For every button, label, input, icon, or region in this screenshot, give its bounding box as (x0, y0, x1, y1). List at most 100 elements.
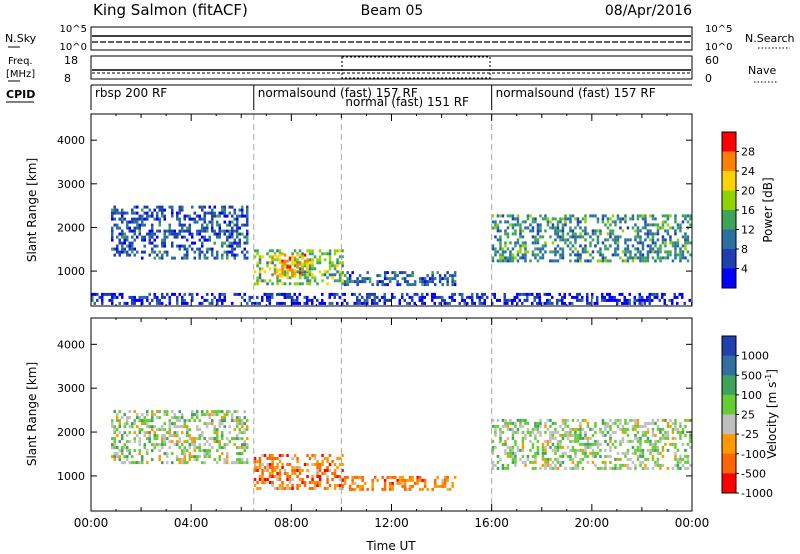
echo-cell (504, 232, 507, 236)
echo-cell (564, 223, 567, 227)
echo-cell (288, 258, 292, 262)
echo-cell (123, 446, 126, 450)
echo-cell (398, 283, 402, 287)
echo-cell (418, 487, 422, 491)
echo-cell (493, 295, 496, 299)
echo-cell (338, 457, 342, 460)
echo-cell (298, 262, 302, 266)
echo-cell (569, 214, 572, 218)
echo-cell (499, 256, 502, 260)
echo-cell (163, 434, 166, 438)
echo-cell (126, 440, 129, 444)
echo-cell (356, 475, 359, 479)
echo-cell (586, 454, 590, 458)
echo-cell (623, 295, 626, 299)
echo-cell (123, 235, 126, 239)
echo-cell (206, 238, 209, 242)
echo-cell (278, 469, 282, 472)
echo-cell (496, 223, 500, 227)
echo-cell (513, 295, 516, 299)
echo-cell (639, 445, 642, 449)
echo-cell (571, 460, 575, 464)
echo-cell (133, 238, 136, 242)
echo-cell (536, 295, 539, 299)
echo-cell (581, 250, 585, 254)
echo-cell (651, 238, 655, 242)
echo-cell (413, 481, 417, 485)
echo-cell (451, 484, 454, 488)
echo-cell (331, 273, 334, 277)
echo-cell (363, 280, 367, 284)
echo-cell (543, 301, 546, 305)
echo-cell (544, 244, 547, 248)
echo-cell (634, 253, 637, 257)
echo-cell (228, 235, 231, 239)
echo-cell (676, 460, 680, 464)
echo-cell (591, 292, 594, 296)
echo-cell (271, 472, 274, 475)
echo-cell (674, 445, 677, 449)
echo-cell (531, 454, 535, 458)
echo-cell (661, 226, 665, 230)
echo-cell (153, 443, 156, 447)
echo-cell (624, 418, 627, 422)
echo-cell (664, 238, 667, 242)
echo-cell (168, 298, 171, 302)
echo-cell (609, 232, 612, 236)
echo-cell (178, 410, 181, 414)
echo-cell (341, 292, 344, 296)
echo-cell (131, 217, 134, 221)
echo-cell (356, 295, 359, 299)
echo-cell (276, 466, 279, 469)
echo-cell (258, 258, 262, 262)
echo-cell (241, 205, 244, 209)
echo-cell (268, 255, 272, 259)
echo-cell (453, 274, 457, 278)
echo-cell (183, 253, 186, 257)
echo-cell (531, 220, 535, 224)
echo-cell (503, 292, 506, 296)
echo-cell (373, 298, 376, 302)
echo-cell (321, 472, 324, 475)
echo-cell (568, 301, 571, 305)
echo-cell (584, 436, 587, 440)
echo-cell (428, 280, 432, 284)
echo-cell (266, 466, 269, 469)
echo-cell (554, 451, 557, 455)
echo-cell (311, 252, 314, 256)
echo-cell (551, 460, 555, 464)
echo-cell (218, 211, 221, 215)
echo-cell (519, 256, 522, 260)
echo-cell (241, 223, 244, 227)
echo-cell (186, 301, 189, 305)
echo-cell (133, 229, 136, 233)
echo-cell (481, 292, 484, 296)
echo-cell (236, 461, 239, 465)
echo-cell (619, 256, 622, 260)
echo-cell (278, 475, 282, 478)
echo-cell (669, 214, 672, 218)
echo-cell (376, 283, 379, 287)
echo-cell (509, 214, 512, 218)
colorbar-tick-label: 20 (741, 185, 755, 198)
echo-cell (141, 458, 144, 462)
echo-cell (516, 448, 520, 452)
echo-cell (131, 241, 134, 245)
echo-cell (398, 301, 401, 305)
echo-cell (203, 443, 206, 447)
echo-cell (128, 431, 131, 435)
echo-cell (686, 220, 690, 224)
echo-cell (131, 220, 134, 224)
echo-cell (626, 238, 630, 242)
echo-cell (621, 229, 625, 233)
echo-cell (136, 211, 139, 215)
echo-cell (569, 454, 572, 458)
echo-cell (141, 235, 144, 239)
echo-cell (161, 428, 164, 432)
echo-cell (584, 445, 587, 449)
echo-cell (511, 232, 515, 236)
echo-cell (128, 449, 131, 453)
echo-cell (644, 439, 647, 443)
echo-cell (676, 463, 680, 467)
echo-cell (431, 271, 434, 275)
